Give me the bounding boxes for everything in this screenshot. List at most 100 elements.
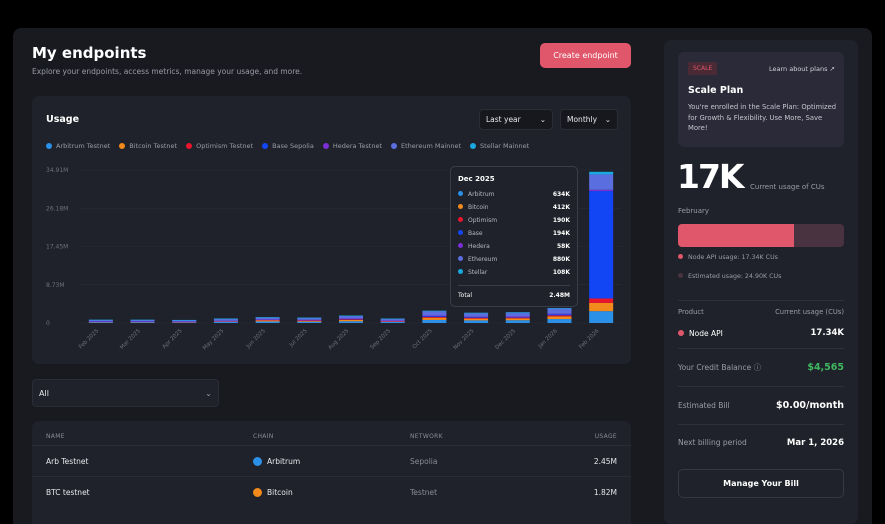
- bar-segment[interactable]: [213, 320, 238, 322]
- table-row[interactable]: Arb Testnet Arbitrum Sepolia 2.45M: [32, 445, 631, 476]
- x-tick-label: Sep 2025: [369, 328, 392, 351]
- dot-icon: [458, 217, 463, 222]
- bar-segment[interactable]: [589, 174, 614, 190]
- bar-segment[interactable]: [255, 319, 280, 320]
- bar-segment[interactable]: [464, 317, 489, 319]
- bar-segment[interactable]: [505, 317, 530, 319]
- create-endpoint-button[interactable]: Create endpoint: [540, 43, 631, 68]
- bar-segment[interactable]: [130, 319, 155, 322]
- table-row[interactable]: BTC testnet Bitcoin Testnet 1.82M: [32, 476, 631, 507]
- legend-item[interactable]: Arbitrum Testnet: [46, 142, 110, 150]
- bar-segment[interactable]: [172, 321, 197, 322]
- bar-segment[interactable]: [255, 319, 280, 321]
- usage-progress-fill: [678, 224, 795, 247]
- bar-segment[interactable]: [339, 318, 363, 320]
- legend-item[interactable]: Ethereum Mainnet: [391, 142, 461, 150]
- network: Testnet: [410, 487, 438, 497]
- bar-segment[interactable]: [380, 321, 405, 322]
- bar-segment[interactable]: [547, 308, 572, 309]
- bar-segment[interactable]: [505, 316, 530, 318]
- interval-select[interactable]: Monthly ⌄: [560, 109, 618, 130]
- x-tick-label: Feb 2026: [578, 328, 601, 351]
- bar-segment[interactable]: [213, 318, 238, 320]
- range-select[interactable]: Last year ⌄: [479, 109, 553, 130]
- bar-segment[interactable]: [505, 320, 530, 323]
- bar-segment[interactable]: [547, 313, 572, 315]
- bar-segment[interactable]: [589, 189, 614, 192]
- bar-segment[interactable]: [547, 319, 572, 323]
- bar-segment[interactable]: [380, 320, 405, 322]
- bar-segment[interactable]: [172, 320, 197, 322]
- bar-segment[interactable]: [255, 321, 280, 323]
- bar-segment[interactable]: [464, 316, 489, 318]
- bar-segment[interactable]: [505, 312, 530, 313]
- x-tick-label: Dec 2025: [494, 328, 517, 351]
- bar-segment[interactable]: [172, 322, 197, 323]
- chevron-down-icon: ⌄: [604, 115, 611, 124]
- bar-segment[interactable]: [130, 322, 155, 323]
- bar-segment[interactable]: [547, 308, 572, 314]
- bar-segment[interactable]: [130, 321, 155, 322]
- dot-icon: [458, 269, 463, 274]
- learn-plans-link[interactable]: Learn about plans ↗: [768, 65, 835, 73]
- bar-segment[interactable]: [297, 321, 322, 323]
- bar-segment[interactable]: [380, 318, 405, 321]
- bar-segment[interactable]: [213, 318, 238, 321]
- filter-select[interactable]: All ⌄: [32, 379, 219, 407]
- usage-title: Usage: [46, 114, 80, 125]
- bar-segment[interactable]: [422, 317, 447, 320]
- bar-segment[interactable]: [422, 310, 447, 312]
- app-window: My endpoints Explore your endpoints, acc…: [13, 28, 872, 524]
- bar-segment[interactable]: [547, 314, 572, 316]
- bar-segment[interactable]: [589, 191, 614, 299]
- bar-segment[interactable]: [422, 315, 447, 317]
- bar-segment[interactable]: [297, 320, 322, 321]
- bar-segment[interactable]: [589, 298, 614, 303]
- bar-segment[interactable]: [547, 315, 572, 317]
- bar-segment[interactable]: [505, 316, 530, 318]
- bar-segment[interactable]: [255, 317, 280, 320]
- bar-segment[interactable]: [297, 317, 322, 320]
- bar-segment[interactable]: [505, 318, 530, 321]
- manage-bill-button[interactable]: Manage Your Bill: [678, 469, 844, 498]
- bar-segment[interactable]: [505, 312, 530, 317]
- bar-segment[interactable]: [422, 311, 447, 316]
- legend-item[interactable]: Hedera Testnet: [322, 142, 382, 150]
- bar-segment[interactable]: [297, 319, 322, 321]
- bar-segment[interactable]: [589, 302, 614, 312]
- bar-segment[interactable]: [88, 321, 113, 322]
- bar-segment[interactable]: [130, 319, 155, 321]
- bar-segment[interactable]: [88, 319, 113, 322]
- bar-segment[interactable]: [88, 322, 113, 323]
- legend-item[interactable]: Bitcoin Testnet: [119, 142, 177, 150]
- legend-item[interactable]: Stellar Mainnet: [470, 142, 529, 150]
- bar-segment[interactable]: [88, 319, 113, 321]
- bar-segment[interactable]: [464, 316, 489, 318]
- bar-segment[interactable]: [464, 313, 489, 317]
- bar-segment[interactable]: [589, 171, 614, 175]
- bar-segment[interactable]: [172, 319, 197, 321]
- legend-item[interactable]: Base Sepolia: [262, 142, 314, 150]
- bar-segment[interactable]: [339, 315, 363, 319]
- bar-segment[interactable]: [589, 311, 614, 323]
- bar-segment[interactable]: [339, 319, 363, 320]
- bar-segment[interactable]: [547, 316, 572, 320]
- legend-item[interactable]: Optimism Testnet: [186, 142, 253, 150]
- bar-segment[interactable]: [339, 319, 363, 322]
- bar-segment[interactable]: [255, 317, 280, 318]
- bar-segment[interactable]: [213, 321, 238, 323]
- bar-segment[interactable]: [422, 316, 447, 318]
- bar-segment[interactable]: [339, 321, 363, 323]
- bar-segment[interactable]: [255, 320, 280, 322]
- bar-segment[interactable]: [464, 312, 489, 314]
- info-icon[interactable]: ⓘ: [753, 363, 762, 372]
- bar-segment[interactable]: [422, 319, 447, 323]
- bar-segment[interactable]: [339, 315, 363, 317]
- bar-segment[interactable]: [380, 321, 405, 323]
- bar-segment[interactable]: [464, 318, 489, 321]
- bar-segment[interactable]: [297, 317, 322, 319]
- bar-segment[interactable]: [464, 320, 489, 323]
- bar-segment[interactable]: [380, 318, 405, 320]
- bar-segment[interactable]: [422, 315, 447, 317]
- bar-segment[interactable]: [297, 320, 322, 322]
